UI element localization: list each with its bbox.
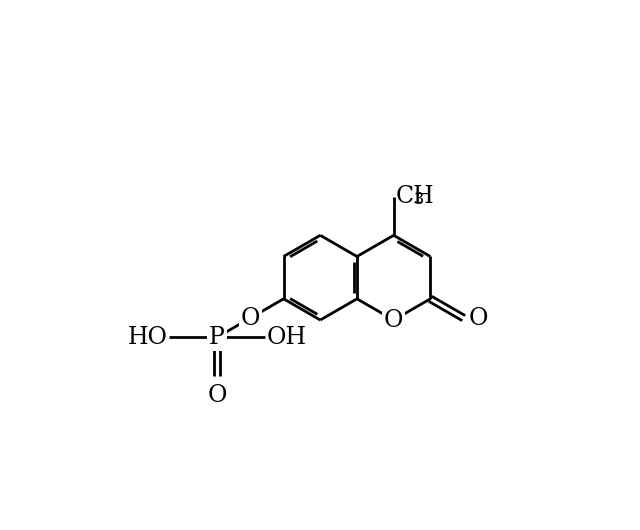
Text: P: P — [209, 326, 225, 349]
Text: O: O — [241, 306, 260, 330]
Text: O: O — [384, 308, 403, 331]
Text: O: O — [469, 306, 488, 330]
Text: 3: 3 — [413, 191, 424, 208]
Text: HO: HO — [127, 326, 168, 349]
Text: O: O — [207, 384, 227, 407]
Text: OH: OH — [266, 326, 306, 349]
Text: CH: CH — [395, 186, 434, 208]
